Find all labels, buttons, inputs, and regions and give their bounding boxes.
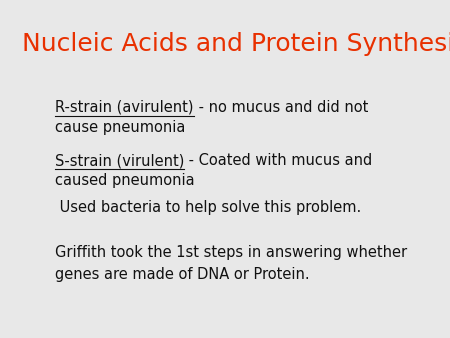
Text: Griffith took the 1st steps in answering whether: Griffith took the 1st steps in answering…: [55, 245, 407, 260]
Text: R-strain (avirulent): R-strain (avirulent): [55, 100, 194, 115]
Text: - Coated with mucus and: - Coated with mucus and: [184, 153, 373, 168]
Text: S-strain (virulent): S-strain (virulent): [55, 153, 184, 168]
Text: cause pneumonia: cause pneumonia: [55, 120, 185, 135]
Text: genes are made of DNA or Protein.: genes are made of DNA or Protein.: [55, 267, 310, 282]
Text: Nucleic Acids and Protein Synthesis: Nucleic Acids and Protein Synthesis: [22, 32, 450, 56]
Text: caused pneumonia: caused pneumonia: [55, 173, 194, 188]
Text: - no mucus and did not: - no mucus and did not: [194, 100, 368, 115]
Text: Used bacteria to help solve this problem.: Used bacteria to help solve this problem…: [55, 200, 361, 215]
